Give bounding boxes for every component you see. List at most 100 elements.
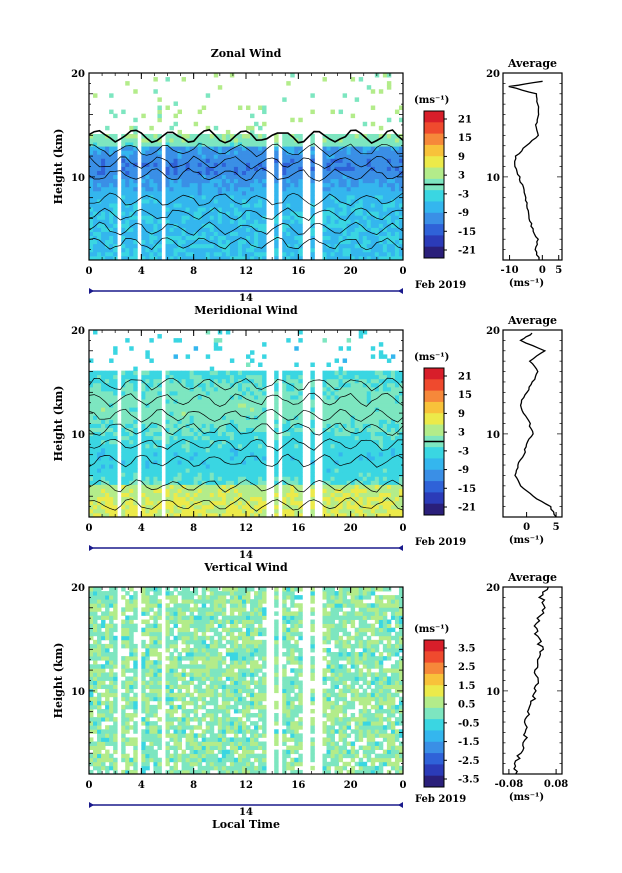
- heatmap-cell: [310, 386, 315, 392]
- heatmap-cell: [382, 186, 388, 192]
- heatmap-cell: [197, 484, 203, 489]
- heatmap-cell: [370, 451, 376, 457]
- heatmap-cell: [153, 435, 158, 441]
- heatmap-cell: [294, 407, 299, 412]
- heatmap-cell: [310, 154, 315, 159]
- heatmap-cell: [205, 399, 211, 404]
- heatmap-cell: [193, 464, 199, 469]
- heatmap-cell: [101, 190, 106, 196]
- heatmap-cell: [97, 231, 102, 237]
- heatmap-cell: [105, 223, 110, 228]
- heatmap-cell: [173, 211, 178, 216]
- heatmap-cell: [201, 419, 207, 424]
- heatmap-cell: [217, 154, 223, 159]
- heatmap-cell: [390, 255, 396, 261]
- heatmap-cell: [109, 146, 114, 151]
- heatmap-cell: [326, 182, 331, 188]
- heatmap-cell: [338, 492, 344, 498]
- heatmap-cell: [362, 199, 368, 204]
- heatmap-cell: [189, 504, 195, 510]
- heatmap-cell: [113, 464, 118, 469]
- heatmap-cell: [282, 500, 287, 506]
- heatmap-cell: [338, 451, 344, 457]
- heatmap-cell: [181, 138, 187, 143]
- heatmap-cell: [145, 138, 150, 143]
- heatmap-cell: [374, 476, 380, 481]
- heatmap-cell: [177, 395, 182, 400]
- heatmap-cell: [290, 492, 295, 498]
- heatmap-cell: [350, 504, 356, 510]
- heatmap-cell: [233, 386, 239, 392]
- heatmap-cell: [258, 190, 263, 196]
- heatmap-cell: [394, 500, 400, 506]
- heatmap-cell: [282, 496, 287, 502]
- heatmap-cell: [109, 423, 114, 428]
- heatmap-cell: [213, 346, 219, 351]
- heatmap-cell: [229, 170, 235, 176]
- heatmap-cell: [294, 456, 299, 461]
- heatmap-cell: [169, 480, 174, 485]
- heatmap-cell: [250, 113, 255, 119]
- heatmap-cell: [157, 370, 162, 376]
- heatmap-cell: [157, 138, 162, 143]
- heatmap-cell: [165, 203, 170, 208]
- heatmap-cell: [113, 215, 118, 220]
- heatmap-cell: [205, 243, 211, 249]
- heatmap-cell: [149, 500, 154, 506]
- heatmap-cell: [89, 150, 94, 155]
- heatmap-cell: [181, 480, 187, 485]
- heatmap-cell: [322, 492, 327, 498]
- heatmap-cell: [346, 166, 352, 171]
- heatmap-cell: [398, 423, 404, 428]
- heatmap-cell: [330, 186, 335, 192]
- heatmap-cell: [173, 370, 178, 376]
- heatmap-cell: [237, 170, 243, 176]
- heatmap-cell: [398, 231, 404, 237]
- heatmap-cell: [201, 390, 207, 396]
- heatmap-cell: [350, 170, 356, 176]
- heatmap-cell: [237, 512, 243, 518]
- heatmap-cell: [201, 443, 207, 449]
- heatmap-cell: [97, 407, 102, 412]
- heatmap-cell: [282, 399, 287, 404]
- heatmap-cell: [209, 435, 215, 441]
- heatmap-cell: [286, 386, 291, 392]
- heatmap-cell: [370, 386, 376, 392]
- heatmap-cell: [105, 199, 110, 204]
- heatmap-cell: [189, 154, 195, 159]
- heatmap-cell: [378, 89, 384, 94]
- heatmap-cell: [169, 427, 174, 433]
- heatmap-cell: [330, 190, 335, 196]
- heatmap-cell: [254, 166, 259, 171]
- heatmap-cell: [141, 488, 146, 494]
- heatmap-cell: [169, 150, 174, 155]
- heatmap-cell: [350, 382, 356, 388]
- heatmap-cell: [101, 399, 106, 404]
- heatmap-cell: [93, 211, 98, 216]
- heatmap-cell: [386, 460, 392, 465]
- heatmap-cell: [189, 484, 195, 489]
- heatmap-cell: [322, 451, 327, 457]
- heatmap-cell: [250, 243, 255, 249]
- heatmap-cell: [366, 154, 372, 159]
- heatmap-cell: [201, 247, 207, 253]
- heatmap-cell: [274, 133, 279, 139]
- heatmap-cell: [113, 142, 118, 147]
- heatmap-cell: [354, 443, 360, 449]
- heatmap-cell: [346, 435, 352, 441]
- heatmap-cell: [213, 500, 219, 506]
- heatmap-cell: [254, 146, 259, 151]
- heatmap-cell: [338, 109, 344, 115]
- heatmap-cell: [177, 158, 182, 163]
- heatmap-cell: [93, 508, 98, 514]
- heatmap-cell: [189, 407, 195, 412]
- heatmap-cell: [157, 182, 162, 188]
- heatmap-cell: [378, 211, 384, 216]
- heatmap-cell: [221, 468, 227, 473]
- heatmap-cell: [193, 219, 199, 224]
- heatmap-cell: [125, 182, 130, 188]
- heatmap-cell: [386, 419, 392, 424]
- heatmap-cell: [205, 166, 211, 171]
- colorbar-swatch: [424, 224, 444, 236]
- heatmap-cell: [254, 142, 259, 147]
